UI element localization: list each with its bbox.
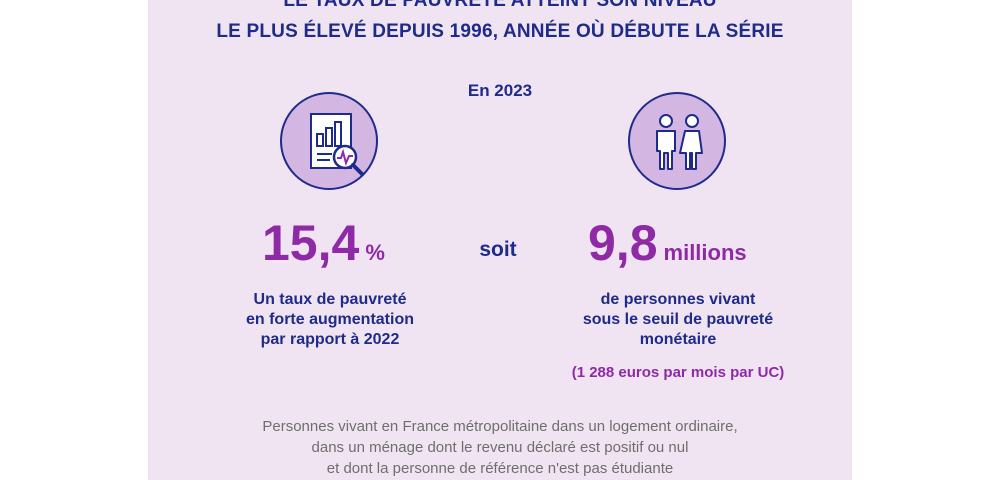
- description-line: Un taux de pauvreté: [253, 291, 407, 308]
- title-line-2: LE PLUS ÉLEVÉ DEPUIS 1996, ANNÉE OÙ DÉBU…: [216, 21, 784, 42]
- poor-population-unit: millions: [663, 240, 747, 265]
- description-line: par rapport à 2022: [260, 331, 400, 348]
- poverty-rate-stat: 15,4%: [262, 213, 385, 273]
- description-line: sous le seuil de pauvreté: [582, 311, 774, 328]
- connector-text: soit: [479, 238, 517, 261]
- people-icon: [628, 92, 726, 190]
- description-line: monétaire: [639, 331, 717, 348]
- poor-population-value: 9,8: [588, 215, 658, 271]
- footnote: Personnes vivant en France métropolitain…: [148, 416, 852, 479]
- poverty-rate-unit: %: [365, 240, 385, 265]
- description-line: en forte augmentation: [245, 311, 414, 328]
- chart-magnifier-icon: [280, 92, 378, 190]
- footnote-line: et dont la personne de référence n'est p…: [326, 460, 674, 477]
- poverty-rate-value: 15,4: [262, 215, 360, 271]
- footnote-line: Personnes vivant en France métropolitain…: [262, 418, 738, 435]
- footnote-line: dans un ménage dont le revenu déclaré es…: [311, 439, 689, 456]
- year-label: En 2023: [467, 81, 533, 100]
- infographic-panel: LE TAUX DE PAUVRETÉ ATTEINT SON NIVEAU L…: [148, 0, 852, 480]
- title-line-1: LE TAUX DE PAUVRETÉ ATTEINT SON NIVEAU: [283, 0, 717, 11]
- poor-population-stat: 9,8 millions: [588, 213, 747, 273]
- poor-population-description: de personnes vivant sous le seuil de pau…: [558, 290, 798, 350]
- poverty-rate-description: Un taux de pauvreté en forte augmentatio…: [210, 290, 450, 350]
- description-line: de personnes vivant: [600, 291, 756, 308]
- poverty-threshold-note: (1 288 euros par mois par UC): [571, 364, 785, 381]
